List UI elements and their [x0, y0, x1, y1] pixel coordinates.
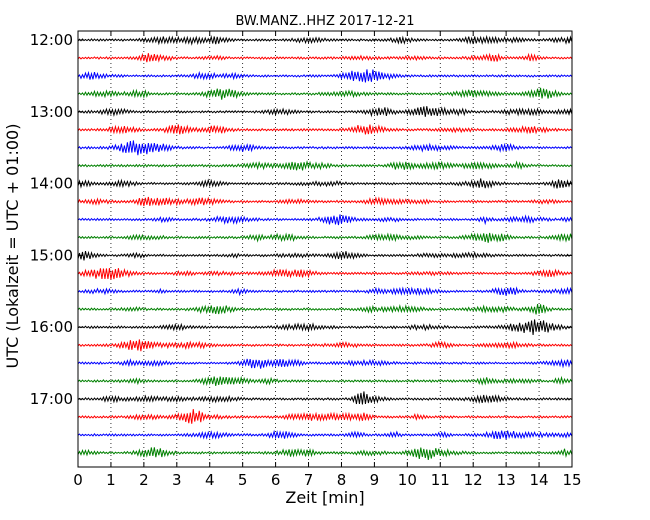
trace-1400 — [77, 178, 573, 189]
trace-1645 — [77, 375, 573, 387]
y-tick-label: 12:00 — [30, 31, 73, 49]
x-tick-label: 13 — [497, 471, 516, 489]
y-axis-label: UTC (Lokalzeit = UTC + 01:00) — [3, 124, 22, 369]
x-tick-label: 8 — [337, 471, 347, 489]
x-tick-label: 14 — [530, 471, 549, 489]
trace-1615 — [77, 339, 573, 352]
trace-1330 — [77, 140, 573, 156]
x-tick-label: 6 — [271, 471, 281, 489]
y-tick-label: 15:00 — [30, 246, 73, 264]
trace-1700 — [77, 391, 573, 405]
trace-1545 — [77, 303, 573, 315]
x-tick-label: 11 — [431, 471, 450, 489]
x-tick-label: 0 — [73, 471, 83, 489]
x-tick-label: 7 — [304, 471, 314, 489]
trace-1730 — [77, 429, 573, 440]
trace-1300 — [77, 106, 573, 118]
seismic-traces — [77, 34, 573, 460]
x-axis-label: Zeit [min] — [285, 488, 364, 507]
trace-1415 — [77, 196, 573, 207]
x-tick-label: 3 — [172, 471, 182, 489]
x-tick-label: 4 — [205, 471, 215, 489]
trace-1345 — [77, 159, 573, 171]
trace-1745 — [77, 447, 573, 460]
x-tick-label: 9 — [370, 471, 380, 489]
x-tick-label: 5 — [238, 471, 248, 489]
x-tick-label: 15 — [562, 471, 581, 489]
trace-1515 — [77, 267, 573, 280]
chart-title: BW.MANZ..HHZ 2017-12-21 — [235, 14, 414, 29]
x-tick-label: 12 — [464, 471, 483, 489]
y-axis-ticks: 12:00 13:00 14:00 15:00 16:00 17:00 — [30, 31, 572, 408]
x-tick-label: 2 — [139, 471, 149, 489]
trace-1230 — [77, 69, 573, 83]
trace-1630 — [77, 358, 573, 369]
trace-1200 — [77, 34, 573, 46]
trace-1600 — [77, 319, 573, 336]
plot-frame — [77, 30, 573, 468]
trace-1315 — [77, 124, 573, 135]
x-axis-ticks: 0 1 2 3 4 5 6 7 8 9 10 11 12 13 14 15 — [73, 31, 582, 489]
trace-1500 — [77, 250, 573, 261]
x-tick-label: 10 — [398, 471, 417, 489]
y-tick-label: 14:00 — [30, 175, 73, 193]
x-tick-label: 1 — [106, 471, 116, 489]
trace-1530 — [77, 286, 573, 297]
vertical-gridlines — [110, 31, 540, 467]
trace-1245 — [77, 87, 573, 100]
y-tick-label: 17:00 — [30, 390, 73, 408]
y-tick-label: 16:00 — [30, 318, 73, 336]
trace-1715 — [77, 409, 573, 424]
trace-1445 — [77, 232, 573, 243]
y-tick-label: 13:00 — [30, 103, 73, 121]
trace-1430 — [77, 214, 573, 226]
trace-1215 — [77, 52, 573, 63]
